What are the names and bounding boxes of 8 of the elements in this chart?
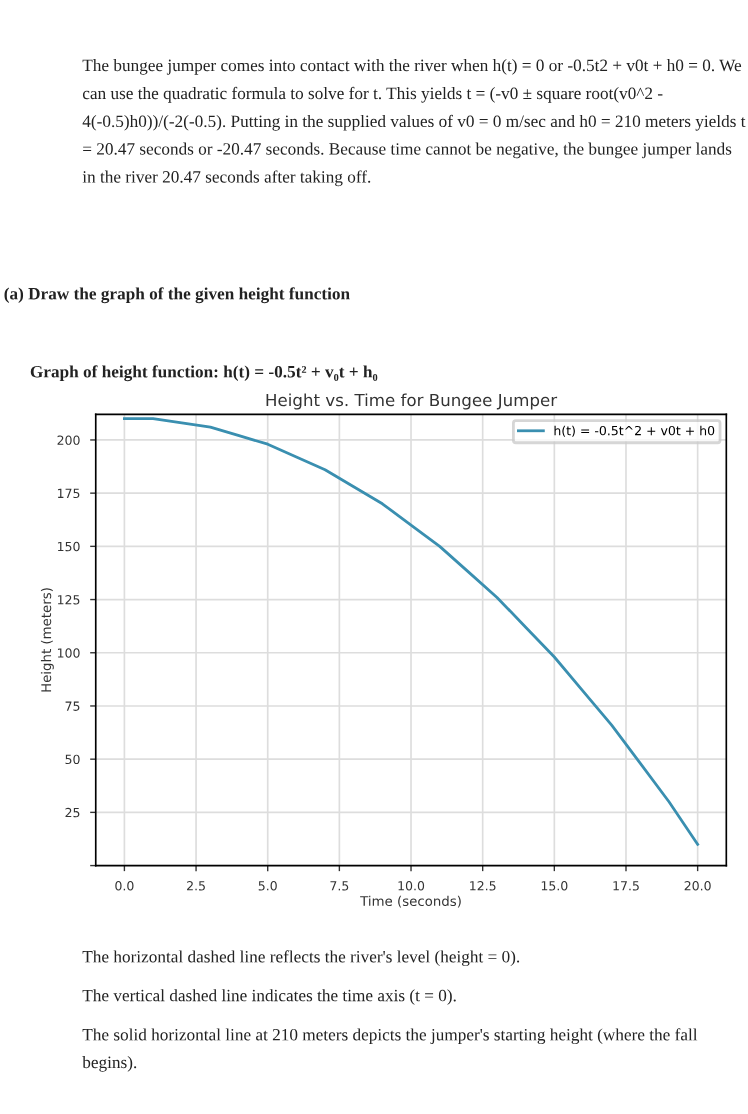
- text: Graph of height function: h(t) = -0.5t² + v₀t + h₀: [30, 365, 378, 382]
- text: (a) Draw the graph of the given height function: [4, 287, 350, 304]
- chart-title: Height vs. Time for Bungee Jumper: [266, 393, 558, 410]
- text: The vertical dashed line indicates the time axis (t = 0).: [82, 989, 456, 1005]
- text: The solid horizontal line at 210 meters depicts the jumper's starting height (where the fall begins).: [82, 1028, 698, 1072]
- text: The horizontal dashed line reflects the river's level (height = 0).: [82, 950, 520, 967]
- line-series: [123, 417, 700, 846]
- text: The bungee jumper comes into contact with the river when h(t) = 0 or -0.5t2 + v0t + h0 = 0. We can use the quadratic formula to solve for t. This yields t = (-v0 ± square root(v0^2 - 4(-0.5)h0))/(-2(-0.5). Putting in the supplied values of v0 = 0 m/sec and h0 = 210 meters yields t = 20.47 seconds or -20.47 seconds. Because time cannot be negative, the bungee jumper lands in the river 20.47 seconds after taking off.: [82, 59, 746, 187]
